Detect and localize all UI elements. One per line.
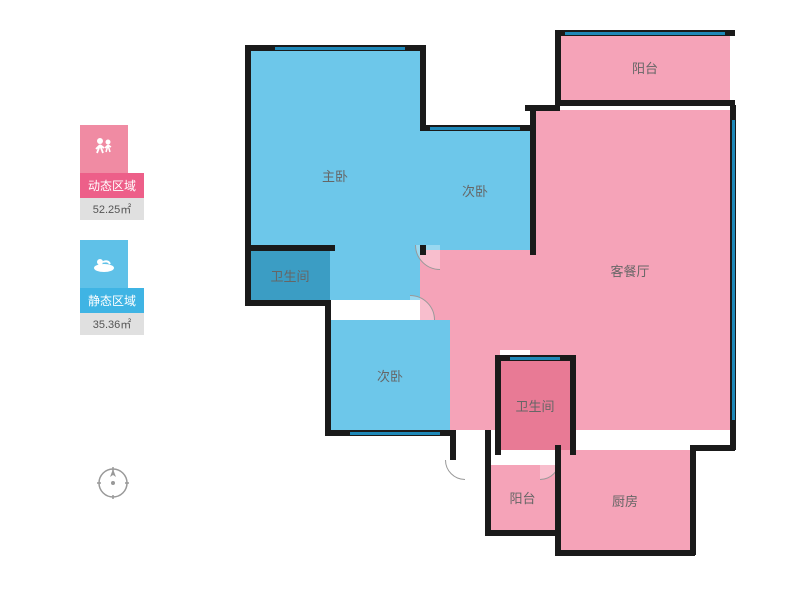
legend-dynamic: 动态区域 52.25㎡ [80, 125, 144, 220]
wall [245, 245, 335, 251]
room-次卧2: 次卧 [330, 320, 450, 430]
floorplan: 主卧卫生间次卧次卧阳台客餐厅卫生间阳台厨房 [220, 20, 740, 580]
hallway [450, 350, 500, 430]
room-卫生间1: 卫生间 [250, 250, 330, 300]
wall [555, 550, 695, 556]
room-阳台1: 阳台 [560, 35, 730, 100]
wall [485, 530, 560, 536]
wall [555, 445, 561, 555]
room-厨房: 厨房 [560, 450, 690, 550]
static-zone-label: 静态区域 [80, 288, 144, 313]
wall [570, 355, 576, 455]
dynamic-zone-icon [80, 125, 128, 173]
wall [420, 45, 426, 130]
wall [555, 100, 735, 106]
compass-icon [95, 465, 131, 501]
dynamic-zone-label: 动态区域 [80, 173, 144, 198]
window [732, 120, 735, 420]
static-zone-icon [80, 240, 128, 288]
dynamic-zone-value: 52.25㎡ [80, 198, 144, 220]
wall [690, 445, 735, 451]
wall [325, 300, 331, 435]
wall [450, 430, 456, 460]
window [430, 127, 520, 130]
wall [245, 45, 251, 305]
room-卫生间2: 卫生间 [500, 360, 570, 450]
legend-panel: 动态区域 52.25㎡ 静态区域 35.36㎡ [80, 125, 144, 355]
wall [530, 105, 536, 255]
wall [245, 300, 330, 306]
static-zone-value: 35.36㎡ [80, 313, 144, 335]
wall [495, 355, 501, 455]
window [275, 47, 405, 50]
window [565, 32, 725, 35]
legend-static: 静态区域 35.36㎡ [80, 240, 144, 335]
window [350, 432, 440, 435]
window [510, 357, 560, 360]
wall [420, 245, 426, 255]
wall [690, 445, 696, 555]
wall [485, 430, 491, 535]
wall [555, 30, 561, 105]
room-次卧1: 次卧 [420, 130, 530, 250]
